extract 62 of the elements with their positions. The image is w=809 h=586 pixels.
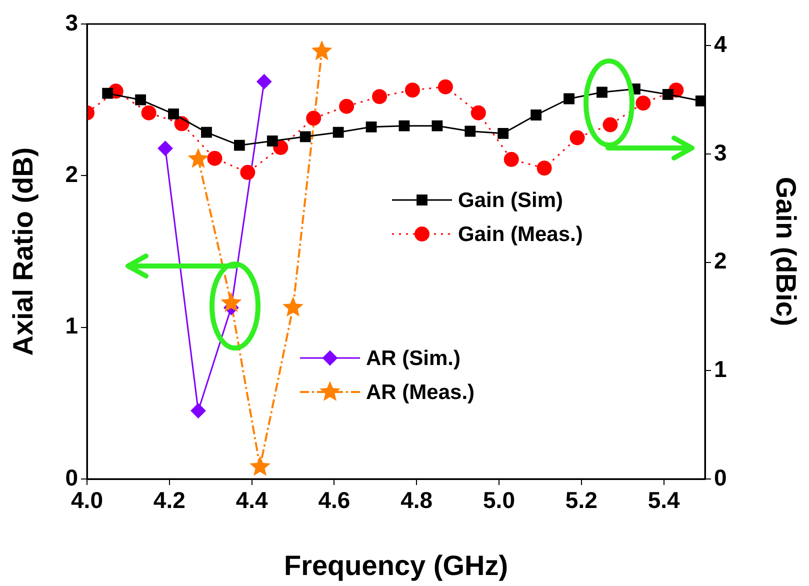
y2-tick-label: 4 bbox=[714, 31, 727, 58]
point bbox=[536, 160, 552, 176]
point bbox=[695, 95, 705, 106]
point bbox=[372, 89, 388, 104]
point bbox=[306, 110, 322, 126]
point bbox=[266, 136, 278, 146]
point bbox=[201, 126, 212, 138]
x-axis-title: Frequency (GHz) bbox=[284, 550, 508, 581]
point bbox=[596, 86, 608, 98]
point bbox=[564, 93, 574, 104]
y2-tick-label: 1 bbox=[714, 356, 727, 382]
x-tick-label: 4.4 bbox=[236, 487, 268, 514]
point bbox=[332, 126, 344, 138]
y2-tick-label: 2 bbox=[714, 248, 727, 274]
point bbox=[135, 94, 146, 106]
point bbox=[256, 74, 272, 90]
y-axis-title: Axial Ratio (dB) bbox=[8, 147, 39, 356]
point bbox=[300, 131, 311, 142]
x-tick-label: 4.6 bbox=[318, 487, 350, 514]
point bbox=[432, 120, 443, 132]
point bbox=[102, 88, 114, 99]
point bbox=[636, 96, 651, 111]
x-tick-label: 5.0 bbox=[483, 487, 515, 514]
point bbox=[311, 40, 332, 60]
point bbox=[234, 140, 245, 151]
point bbox=[250, 456, 270, 476]
point bbox=[207, 150, 222, 166]
point bbox=[366, 121, 377, 132]
point bbox=[464, 126, 476, 137]
point bbox=[438, 79, 453, 94]
point bbox=[498, 128, 509, 139]
point bbox=[188, 148, 209, 168]
point bbox=[168, 108, 179, 120]
y-tick-label: 1 bbox=[65, 312, 78, 339]
point bbox=[141, 105, 156, 120]
point bbox=[404, 82, 420, 98]
point bbox=[158, 140, 173, 156]
point bbox=[282, 296, 304, 317]
legend-label: Gain (Sim) bbox=[458, 188, 564, 212]
point bbox=[602, 117, 618, 132]
point bbox=[240, 164, 256, 180]
x-tick-label: 5.2 bbox=[565, 487, 598, 514]
legend-label: AR (Meas.) bbox=[366, 380, 475, 404]
y2-tick-label: 0 bbox=[714, 464, 727, 490]
point bbox=[339, 98, 354, 114]
point bbox=[570, 130, 585, 146]
legend-label: AR (Sim.) bbox=[366, 346, 460, 370]
y2-axis-title: Gain (dBic) bbox=[770, 176, 802, 326]
x-tick-label: 5.4 bbox=[648, 487, 680, 514]
y2-tick-label: 3 bbox=[714, 139, 727, 166]
x-tick-label: 4.8 bbox=[400, 487, 433, 514]
y-tick-label: 3 bbox=[65, 9, 78, 36]
point bbox=[470, 105, 486, 120]
point bbox=[504, 152, 519, 167]
point bbox=[220, 292, 242, 312]
y-tick-label: 2 bbox=[65, 161, 78, 188]
point bbox=[662, 88, 674, 100]
legend-label: Gain (Meas.) bbox=[458, 222, 583, 246]
x-tick-label: 4.2 bbox=[153, 487, 186, 514]
point bbox=[530, 110, 542, 120]
point bbox=[190, 403, 206, 418]
point bbox=[398, 120, 410, 132]
